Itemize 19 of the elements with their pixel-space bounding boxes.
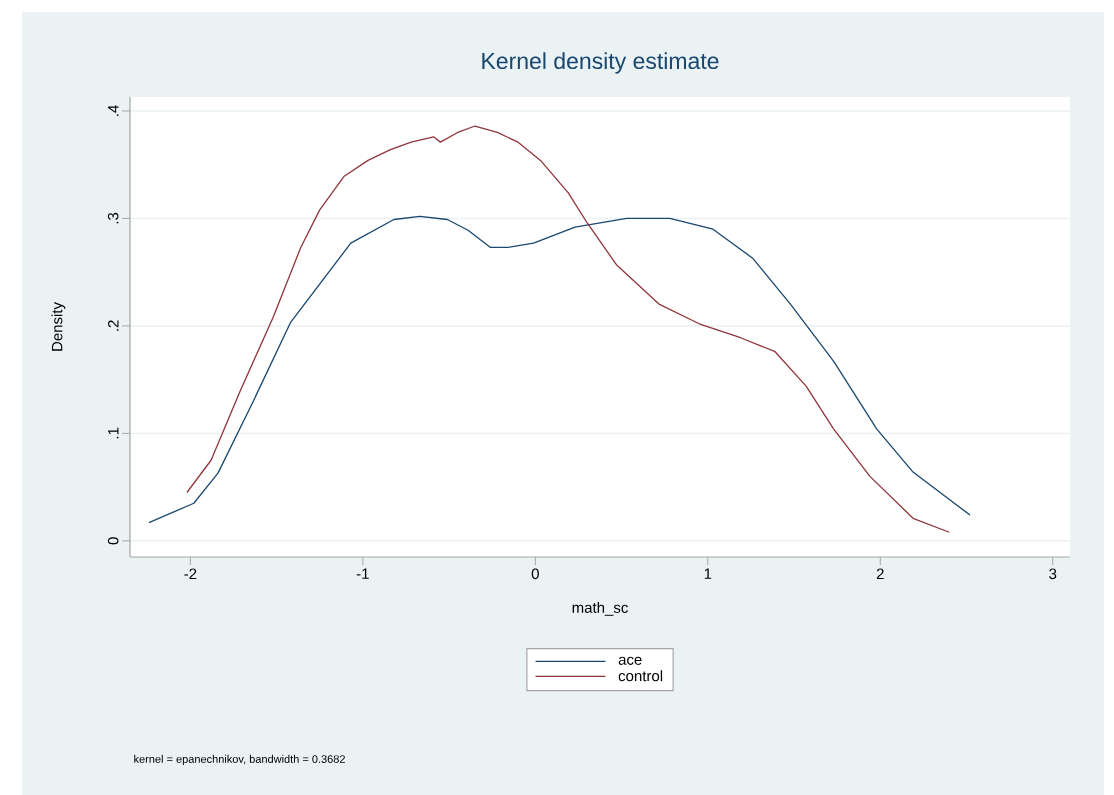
y-tick-label: 0 [107,537,119,545]
x-axis-title: math_sc [572,601,628,616]
y-axis-title: Density [51,302,66,351]
x-tick-label: 3 [1049,568,1057,580]
y-tick-label: .1 [108,427,119,439]
y-tick-label: .3 [107,212,119,224]
legend-label: control [618,670,663,682]
legend-label: ace [618,656,642,665]
x-tick-label: 1 [704,568,712,579]
x-tick-label: 0 [531,568,539,580]
text: kernel = epanechnikov, bandwidth = 0.3682 [134,754,345,766]
line-series [186,125,950,533]
x-tick-label: -2 [184,568,197,579]
x-tick-label: 2 [876,568,884,579]
x-tick-label: -1 [356,568,369,579]
line-series [148,215,971,524]
y-tick-label: .2 [108,320,119,331]
y-tick-label: .4 [108,105,119,116]
chart-title: Kernel density estimate [482,52,719,74]
